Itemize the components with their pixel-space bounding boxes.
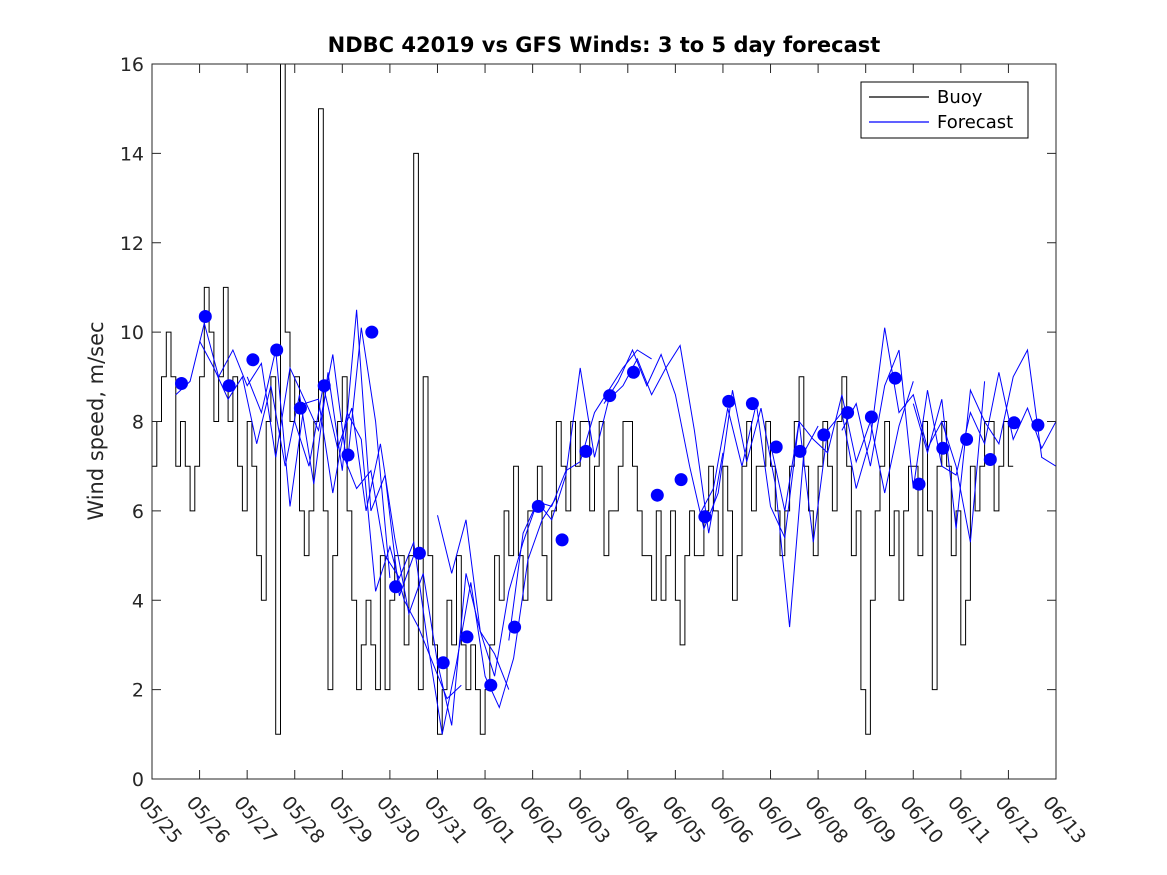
forecast-marker xyxy=(531,499,545,513)
forecast-series-line-6 xyxy=(437,349,652,677)
forecast-marker xyxy=(745,397,759,411)
forecast-marker xyxy=(412,546,426,560)
forecast-series-line-2 xyxy=(199,309,415,596)
x-tick-label: 06/03 xyxy=(562,792,614,848)
forecast-marker xyxy=(936,441,950,455)
legend: Buoy Forecast xyxy=(860,81,1029,139)
legend-forecast-label: Forecast xyxy=(937,112,1013,133)
forecast-marker xyxy=(841,406,855,420)
forecast-marker xyxy=(793,444,807,458)
forecast-marker xyxy=(817,428,831,442)
forecast-marker xyxy=(769,440,783,454)
plot-area xyxy=(152,64,1056,735)
x-tick-label: 06/11 xyxy=(943,792,995,848)
x-tick-label: 05/31 xyxy=(420,792,472,848)
forecast-series-line-3 xyxy=(246,349,462,700)
x-tick-label: 06/04 xyxy=(610,792,662,848)
x-tick-label: 06/13 xyxy=(1038,792,1090,848)
forecast-marker xyxy=(293,401,307,415)
y-tick-label: 8 xyxy=(132,412,144,434)
legend-box xyxy=(860,81,1029,139)
forecast-series-line-9 xyxy=(698,381,914,540)
forecast-marker xyxy=(555,533,569,547)
x-tick-label: 05/25 xyxy=(134,792,186,848)
forecast-series-line-7 xyxy=(508,344,724,641)
forecast-series-line-12 xyxy=(912,348,1056,529)
forecast-series-line-1 xyxy=(175,323,391,578)
forecast-series-line-8 xyxy=(603,348,819,628)
x-tick-label: 06/07 xyxy=(753,792,805,848)
forecast-marker xyxy=(341,448,355,462)
forecast-marker xyxy=(460,630,474,644)
forecast-marker xyxy=(579,444,593,458)
forecast-marker xyxy=(175,377,188,390)
forecast-marker xyxy=(389,580,403,594)
legend-buoy-label: Buoy xyxy=(937,87,983,108)
x-tick-label: 06/06 xyxy=(705,792,757,848)
forecast-marker xyxy=(1007,416,1021,430)
forecast-marker xyxy=(698,510,712,524)
y-tick-label: 2 xyxy=(132,680,144,702)
x-tick-label: 06/01 xyxy=(467,792,519,848)
x-tick-label: 05/27 xyxy=(229,792,281,848)
y-tick-label: 16 xyxy=(120,54,144,76)
forecast-marker xyxy=(674,473,688,487)
forecast-series-line-10 xyxy=(770,327,986,543)
y-tick-label: 4 xyxy=(132,590,144,612)
forecast-marker xyxy=(246,353,260,367)
y-tick-label: 0 xyxy=(132,769,144,791)
forecast-marker xyxy=(960,432,974,446)
x-tick-label: 05/30 xyxy=(372,792,424,848)
x-tick-label: 06/10 xyxy=(895,792,947,848)
x-tick-label: 05/28 xyxy=(277,792,329,848)
forecast-marker xyxy=(722,394,736,408)
forecast-marker xyxy=(983,453,997,466)
x-tick-label: 05/26 xyxy=(182,792,234,848)
forecast-marker xyxy=(603,389,617,403)
forecast-marker xyxy=(650,488,664,502)
forecast-marker xyxy=(888,371,902,385)
y-tick-label: 10 xyxy=(120,322,144,344)
forecast-marker xyxy=(198,310,212,323)
x-tick-label: 06/05 xyxy=(658,792,710,848)
x-tick-label: 06/12 xyxy=(991,792,1043,848)
forecast-marker xyxy=(222,379,236,393)
forecast-series-line-5 xyxy=(341,452,557,735)
x-tick-label: 06/08 xyxy=(800,792,852,848)
forecast-series-line-4 xyxy=(294,385,510,726)
forecast-marker xyxy=(1031,418,1045,432)
forecast-marker xyxy=(912,477,926,491)
forecast-marker xyxy=(317,379,331,393)
y-axis-label: Wind speed, m/sec xyxy=(84,321,108,520)
forecast-marker xyxy=(436,656,450,670)
y-tick-label: 12 xyxy=(120,233,144,255)
forecast-marker xyxy=(484,678,498,692)
forecast-marker xyxy=(508,620,522,634)
forecast-marker xyxy=(627,365,640,379)
y-tick-label: 14 xyxy=(120,143,144,165)
buoy-series-line xyxy=(152,64,1014,735)
chart-title: NDBC 42019 vs GFS Winds: 3 to 5 day fore… xyxy=(328,33,881,57)
forecast-marker xyxy=(864,410,878,424)
forecast-marker xyxy=(270,343,284,357)
x-tick-label: 06/09 xyxy=(848,792,900,848)
x-tick-label: 05/29 xyxy=(324,792,376,848)
x-tick-label: 06/02 xyxy=(515,792,567,848)
y-tick-label: 6 xyxy=(132,501,144,523)
forecast-marker xyxy=(365,325,379,339)
